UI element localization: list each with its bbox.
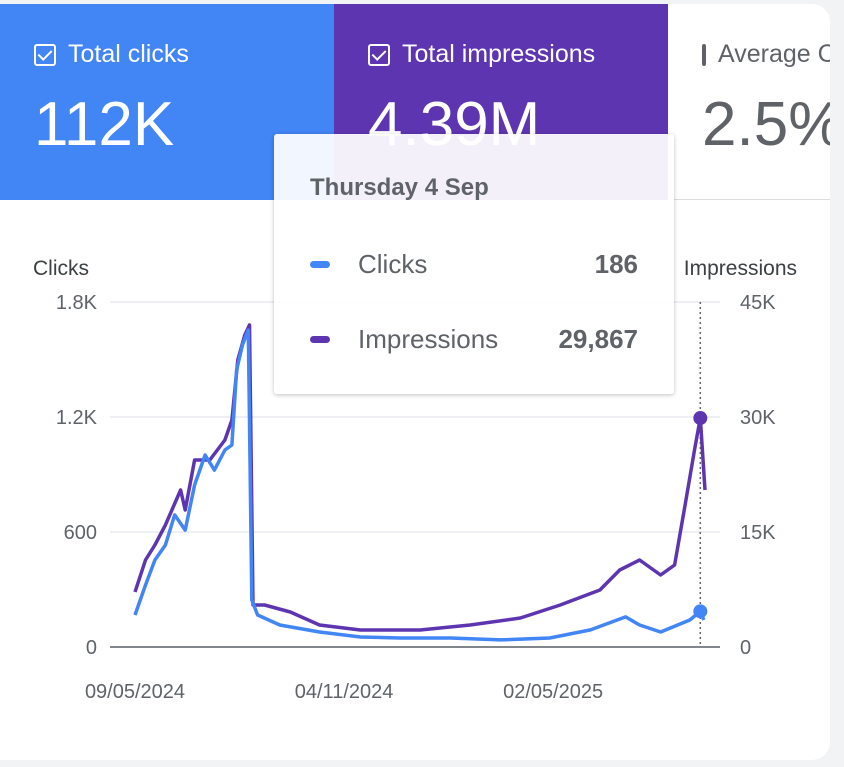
checkbox-checked-icon[interactable] [368, 43, 390, 66]
chart-tooltip: Thursday 4 Sep Clicks 186 Impressions 29… [274, 134, 674, 394]
right-tick-label: 45K [740, 292, 776, 314]
left-tick-label: 600 [64, 522, 97, 544]
right-axis-label: Impressions [684, 257, 797, 280]
tooltip-row-impressions: Impressions 29,867 [310, 324, 638, 355]
checkbox-checked-icon[interactable] [34, 43, 56, 66]
tile-label: Total clicks [68, 40, 189, 68]
tooltip-date: Thursday 4 Sep [310, 174, 489, 201]
tooltip-row-clicks: Clicks 186 [310, 249, 638, 280]
left-axis-label: Clicks [33, 257, 89, 280]
clicks-hover-point [693, 604, 708, 619]
right-tick-label: 0 [740, 637, 751, 659]
tooltip-label: Clicks [358, 249, 428, 279]
metric-tile-clicks[interactable]: Total clicks 112K [0, 4, 334, 200]
tile-label: Average CTR [718, 40, 830, 68]
tooltip-value: 186 [594, 249, 638, 279]
impressions-legend-swatch [310, 336, 330, 343]
tooltip-label: Impressions [358, 324, 499, 354]
performance-card: Total clicks 112K Total impressions 4.39… [0, 4, 830, 760]
tile-value: 112K [34, 90, 175, 159]
tile-value: 2.5% [702, 90, 830, 159]
clicks-legend-swatch [310, 261, 330, 268]
right-tick-label: 30K [740, 407, 776, 429]
left-tick-label: 1.8K [56, 292, 98, 314]
tile-label: Total impressions [402, 40, 596, 68]
clicks-line [133, 328, 706, 642]
tooltip-value: 29,867 [558, 324, 638, 354]
right-tick-label: 15K [740, 522, 776, 544]
left-tick-label: 1.2K [56, 407, 98, 429]
impressions-line [133, 323, 707, 632]
x-tick-label: 09/05/2024 [85, 681, 185, 703]
x-tick-label: 02/05/2025 [503, 681, 603, 703]
x-tick-label: 04/11/2024 [295, 681, 394, 703]
impressions-hover-point [693, 411, 708, 426]
left-tick-label: 0 [86, 637, 97, 659]
checkbox-unchecked-icon[interactable] [702, 43, 706, 66]
metric-tile-ctr[interactable]: Average CTR 2.5% [668, 4, 830, 200]
